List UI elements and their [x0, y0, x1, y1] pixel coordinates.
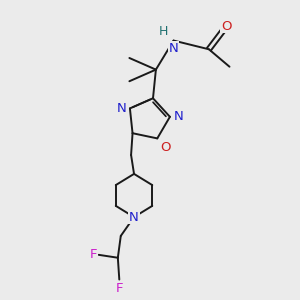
Text: N: N [117, 102, 126, 115]
Text: N: N [129, 211, 139, 224]
Text: O: O [160, 141, 171, 154]
Text: O: O [221, 20, 232, 32]
Text: H: H [159, 25, 168, 38]
Text: F: F [116, 282, 123, 295]
Text: F: F [90, 248, 97, 261]
Text: N: N [169, 42, 178, 55]
Text: N: N [173, 110, 183, 123]
